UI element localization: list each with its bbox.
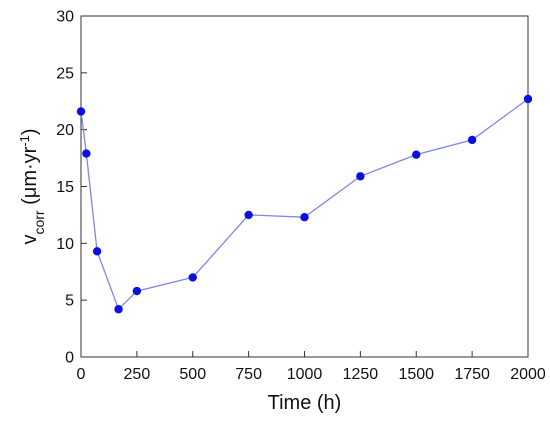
data-point [188, 273, 197, 282]
data-point [82, 149, 91, 158]
x-axis-title: Time (h) [268, 392, 342, 414]
y-tick-label-0: 0 [65, 350, 74, 367]
data-point [244, 210, 253, 220]
y-axis-title-sup: -1 [17, 135, 32, 147]
data-point [92, 247, 102, 256]
x-tick-label-8: 2000 [510, 366, 546, 383]
data-point [412, 150, 421, 159]
series-points [76, 94, 533, 314]
x-tick-label-2: 500 [179, 366, 206, 383]
x-tick-label-4: 1000 [287, 366, 323, 383]
y-axis-title-sub: corr [31, 210, 47, 234]
data-point [114, 305, 123, 314]
data-point [300, 212, 309, 222]
x-tick-label-0: 0 [77, 366, 86, 383]
data-point [467, 135, 477, 145]
data-point [523, 94, 533, 104]
y-axis-title-unit: (μm·yr [19, 146, 41, 210]
x-tick-label-5: 1250 [343, 366, 379, 383]
plot-frame [80, 15, 529, 358]
y-tick-label-3: 15 [56, 179, 74, 196]
series-line-0 [80, 98, 529, 311]
data-point [132, 286, 142, 296]
data-point [76, 107, 86, 116]
y-tick-label-4: 20 [56, 122, 74, 139]
y-tick-label-6: 30 [56, 9, 74, 26]
x-tick-label-3: 750 [235, 366, 262, 383]
y-axis-title-main: v [19, 235, 41, 245]
data-point [356, 172, 365, 181]
y-axis-title-close: ) [19, 128, 41, 135]
y-tick-label-5: 25 [56, 65, 74, 82]
x-tick-label-6: 1500 [398, 366, 434, 383]
x-tick-label-1: 250 [124, 366, 151, 383]
series-line [80, 98, 529, 311]
x-tick-label-7: 1750 [454, 366, 490, 383]
axis-ticks: 0 250 500 750 1000 1250 1500 1750 2000 0 5 10 15 20 25… [56, 9, 546, 384]
y-axis-title: vcorr (μm·yr-1) [17, 128, 48, 244]
y-tick-label-2: 10 [56, 236, 74, 253]
y-tick-label-1: 5 [65, 293, 74, 310]
